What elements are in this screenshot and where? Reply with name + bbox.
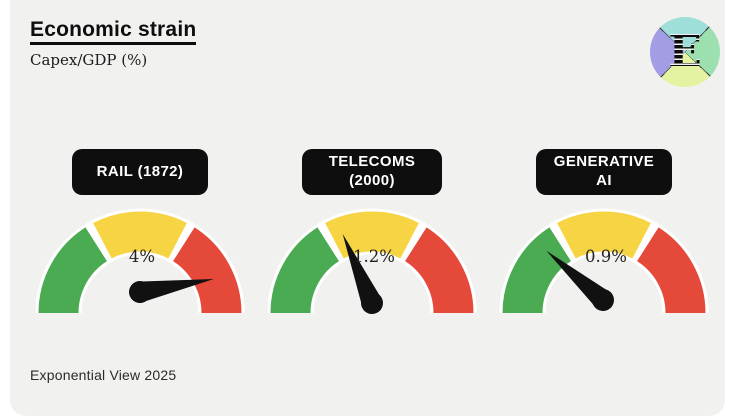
gauge-value: 1.2% xyxy=(353,247,395,266)
gauge-arc-yellow xyxy=(557,211,651,259)
gauge-arc-green xyxy=(270,227,340,314)
gauge-arc-yellow xyxy=(93,211,187,259)
gauge-generative-ai: 0.9% xyxy=(499,203,709,328)
logo-letter-e: E xyxy=(668,26,702,77)
gauge-label-line: GENERATIVE xyxy=(553,153,655,171)
header: Economic strain Capex/GDP (%) xyxy=(30,18,197,70)
gauge-arc-red xyxy=(172,227,242,314)
gauge-telecoms: 1.2% xyxy=(267,203,477,328)
gauge-needle xyxy=(546,250,614,311)
gauge-arc-red xyxy=(636,227,706,314)
gauge-needle xyxy=(342,233,383,314)
gauge-label-generative-ai: GENERATIVE AI xyxy=(536,149,672,195)
gauge-arc-green xyxy=(502,227,572,314)
gauge-label-line: AI xyxy=(596,172,612,189)
gauge-label-rail: RAIL (1872) xyxy=(72,149,208,195)
gauge-rail: 4% xyxy=(35,203,245,328)
gauge-label-line: TELECOMS xyxy=(328,153,416,171)
source-credit: Exponential View 2025 xyxy=(30,367,177,383)
gauge-needle xyxy=(129,278,214,303)
gauge-label-telecoms: TELECOMS (2000) xyxy=(302,149,442,195)
gauge-chart xyxy=(499,208,709,314)
gauge-label-line: (2000) xyxy=(349,172,395,189)
exponential-view-logo: E xyxy=(650,17,720,87)
page-subtitle: Capex/GDP (%) xyxy=(30,51,148,70)
page-title: Economic strain xyxy=(30,18,197,46)
gauge-label-line: RAIL (1872) xyxy=(96,162,184,180)
gauge-chart xyxy=(35,208,245,314)
gauge-value: 4% xyxy=(128,247,156,266)
slide-canvas: Economic strain Capex/GDP (%) E RAIL (18… xyxy=(10,0,725,416)
gauge-chart xyxy=(267,208,477,314)
gauge-arc-yellow xyxy=(325,211,419,259)
gauge-arc-red xyxy=(404,227,474,314)
gauge-value: 0.9% xyxy=(585,247,627,266)
gauge-arc-green xyxy=(38,227,108,314)
